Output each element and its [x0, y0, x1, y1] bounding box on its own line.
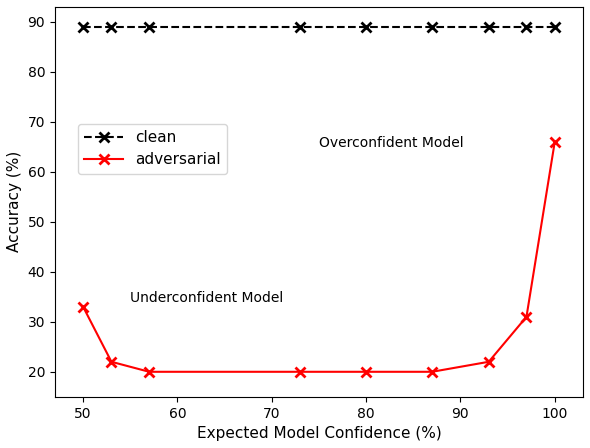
Text: Overconfident Model: Overconfident Model [319, 136, 464, 150]
adversarial [297, 369, 304, 375]
adversarial [146, 369, 153, 375]
clean [523, 24, 530, 30]
adversarial [428, 369, 435, 375]
X-axis label: Expected Model Confidence (%): Expected Model Confidence (%) [196, 426, 441, 441]
Y-axis label: Accuracy (%): Accuracy (%) [7, 151, 22, 253]
Line: adversarial: adversarial [78, 137, 560, 377]
Text: Underconfident Model: Underconfident Model [130, 291, 284, 305]
clean [80, 24, 87, 30]
adversarial [363, 369, 370, 375]
clean [146, 24, 153, 30]
adversarial [108, 359, 115, 365]
clean [363, 24, 370, 30]
Legend: clean, adversarial: clean, adversarial [78, 124, 227, 173]
clean [108, 24, 115, 30]
clean [428, 24, 435, 30]
clean [485, 24, 492, 30]
adversarial [80, 304, 87, 310]
adversarial [551, 139, 558, 145]
Line: clean: clean [78, 22, 560, 32]
adversarial [523, 314, 530, 319]
clean [551, 24, 558, 30]
adversarial [485, 359, 492, 365]
clean [297, 24, 304, 30]
